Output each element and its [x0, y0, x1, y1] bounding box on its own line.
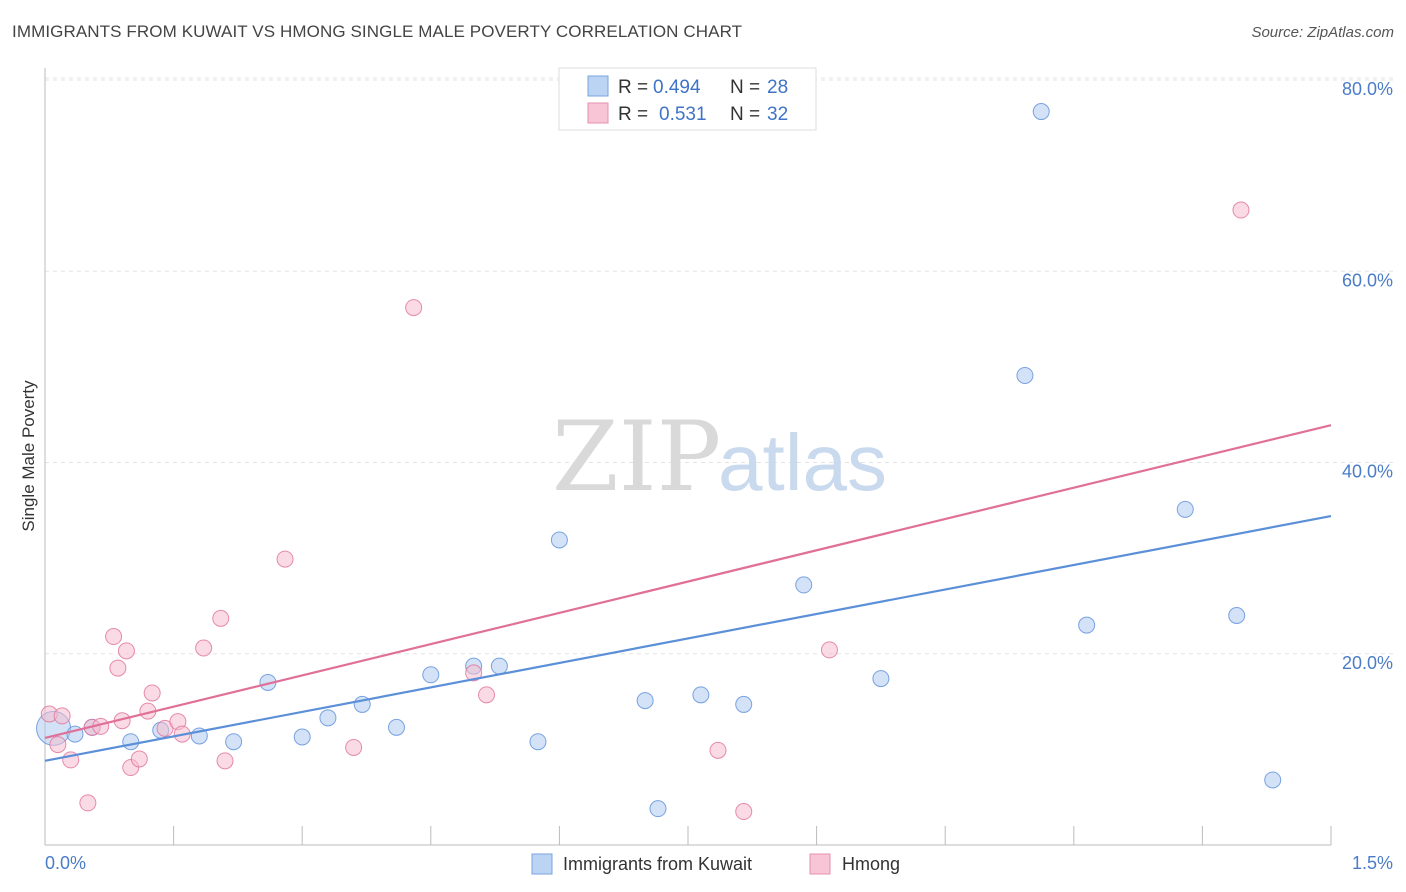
watermark-atlas: atlas — [718, 418, 887, 507]
y-tick-labels: 20.0% 40.0% 60.0% 80.0% — [1342, 79, 1393, 673]
stats-r-label-kuwait: R = — [618, 77, 648, 98]
kuwait-point — [550, 531, 568, 549]
hmong-point — [465, 664, 483, 682]
hmong-point — [53, 707, 71, 725]
kuwait-point — [388, 718, 406, 736]
kuwait-point — [649, 800, 667, 818]
legend-swatch-kuwait — [531, 853, 553, 875]
kuwait-point — [1264, 771, 1282, 789]
kuwait-point — [225, 733, 243, 751]
kuwait-point — [529, 733, 547, 751]
hmong-point — [820, 641, 838, 659]
chart-title: IMMIGRANTS FROM KUWAIT VS HMONG SINGLE M… — [12, 22, 743, 41]
x-tick-label-right: 1.5% — [1352, 853, 1393, 873]
kuwait-point — [692, 686, 710, 704]
hmong-point — [130, 750, 148, 768]
kuwait-point — [1016, 366, 1034, 384]
stats-legend: R = 0.494 N = 28 R = 0.531 N = 32 — [558, 67, 817, 131]
kuwait-point — [1228, 607, 1246, 624]
kuwait-point — [1078, 616, 1096, 634]
stats-r-value-hmong: 0.531 — [659, 104, 707, 125]
watermark: ZIP atlas — [552, 401, 887, 513]
hmong-point — [143, 684, 161, 702]
hmong-point — [276, 550, 294, 568]
stats-r-label-hmong: R = — [618, 104, 648, 125]
stats-n-label-hmong: N = — [730, 104, 760, 125]
kuwait-point — [636, 692, 654, 710]
y-axis-label: Single Male Poverty — [19, 380, 38, 532]
stats-n-value-kuwait: 28 — [767, 77, 788, 98]
hmong-point — [478, 686, 496, 704]
y-tick-label: 60.0% — [1342, 270, 1393, 290]
kuwait-point — [1032, 103, 1050, 121]
kuwait-point — [872, 670, 890, 688]
hmong-point — [195, 639, 213, 657]
hmong-point — [405, 299, 423, 317]
hmong-point — [105, 628, 123, 646]
hmong-point — [109, 659, 127, 677]
kuwait-point — [293, 728, 311, 746]
hmong-point — [709, 741, 727, 759]
hmong-point — [1232, 201, 1250, 219]
stats-n-value-hmong: 32 — [767, 104, 788, 125]
y-tick-label: 80.0% — [1342, 79, 1393, 99]
kuwait-point — [422, 666, 440, 684]
kuwait-point — [1176, 500, 1194, 518]
hmong-trend-line — [44, 424, 1332, 739]
kuwait-point — [795, 576, 813, 594]
hmong-point — [735, 803, 753, 821]
hmong-point — [117, 642, 135, 660]
hmong-point — [49, 736, 67, 754]
gridlines — [45, 77, 1393, 655]
data-points — [36, 103, 1282, 821]
legend-label-hmong: Hmong — [842, 854, 900, 874]
kuwait-point — [735, 695, 753, 713]
y-tick-label: 40.0% — [1342, 462, 1393, 482]
kuwait-point — [490, 657, 508, 675]
hmong-point — [216, 752, 234, 770]
legend-label-kuwait: Immigrants from Kuwait — [563, 854, 752, 874]
series-legend: Immigrants from Kuwait Hmong — [531, 853, 900, 875]
hmong-point — [345, 738, 363, 756]
y-tick-label: 20.0% — [1342, 653, 1393, 673]
stats-swatch-hmong — [587, 102, 609, 124]
kuwait-point — [122, 733, 140, 751]
source-label: Source: ZipAtlas.com — [1251, 24, 1394, 41]
stats-n-label-kuwait: N = — [730, 77, 760, 98]
stats-swatch-kuwait — [587, 75, 609, 97]
stats-r-value-kuwait: 0.494 — [653, 77, 701, 98]
x-tick-label-left: 0.0% — [45, 853, 86, 873]
kuwait-trend-line — [44, 514, 1332, 762]
kuwait-point — [319, 709, 337, 727]
watermark-zip: ZIP — [552, 401, 721, 513]
hmong-point — [79, 794, 97, 812]
legend-swatch-hmong — [809, 853, 831, 875]
hmong-point — [212, 609, 230, 627]
trend-lines — [44, 424, 1332, 762]
